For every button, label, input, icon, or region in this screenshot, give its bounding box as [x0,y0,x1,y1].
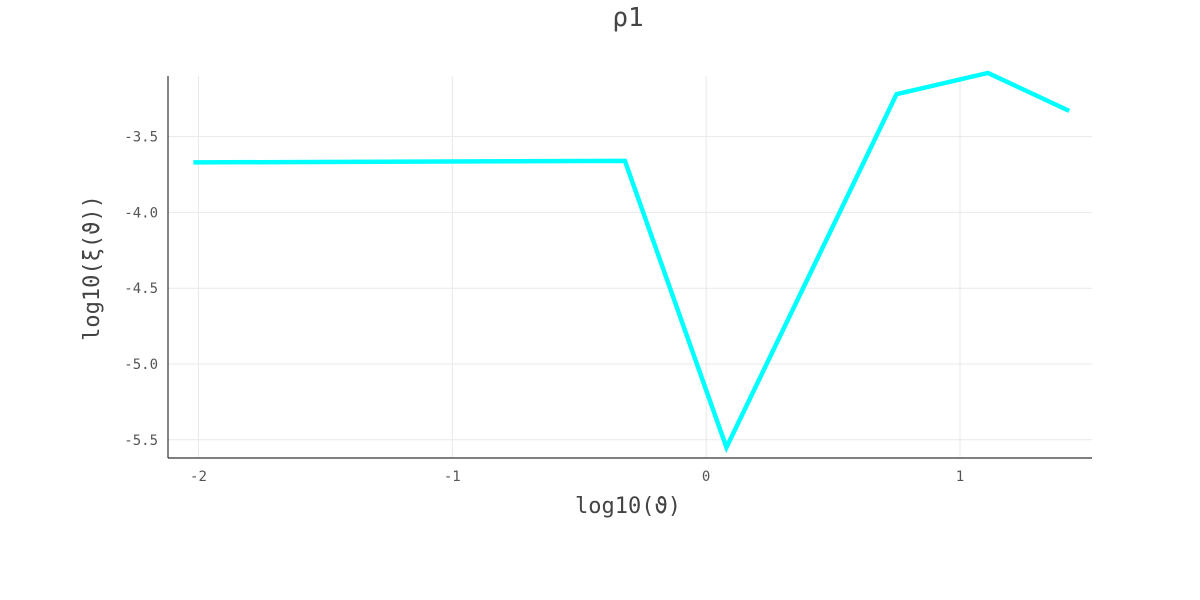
y-tick-label: -3.5 [124,130,158,146]
tick-labels: -2 -1 0 1 -3.5 -4.0 -4.5 -5.0 -5.5 [124,130,964,485]
y-tick-label: -4.0 [124,205,158,221]
y-tick-label: -5.0 [124,357,158,373]
series [193,70,1071,454]
x-axis-label: log10(ϑ) [575,494,681,519]
x-tick-label: -2 [190,469,207,485]
series-line-1 [193,70,1071,454]
x-tick-label: -1 [444,469,461,485]
y-tick-label: -5.5 [124,433,158,449]
x-tick-label: 1 [956,469,964,485]
grid [168,76,1092,458]
y-tick-label: -4.5 [124,281,158,297]
y-axis-label: log10(ξ(ϑ)) [80,195,105,341]
x-tick-label: 0 [702,469,710,485]
chart-title: ρ1 [612,3,643,33]
axes [167,76,1092,459]
